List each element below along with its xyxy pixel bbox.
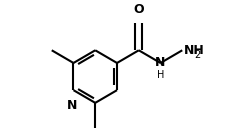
Text: H: H — [157, 70, 164, 80]
Text: 2: 2 — [194, 50, 200, 60]
Text: N: N — [155, 56, 166, 69]
Text: O: O — [133, 3, 144, 16]
Text: N: N — [66, 99, 77, 112]
Text: NH: NH — [184, 44, 205, 57]
